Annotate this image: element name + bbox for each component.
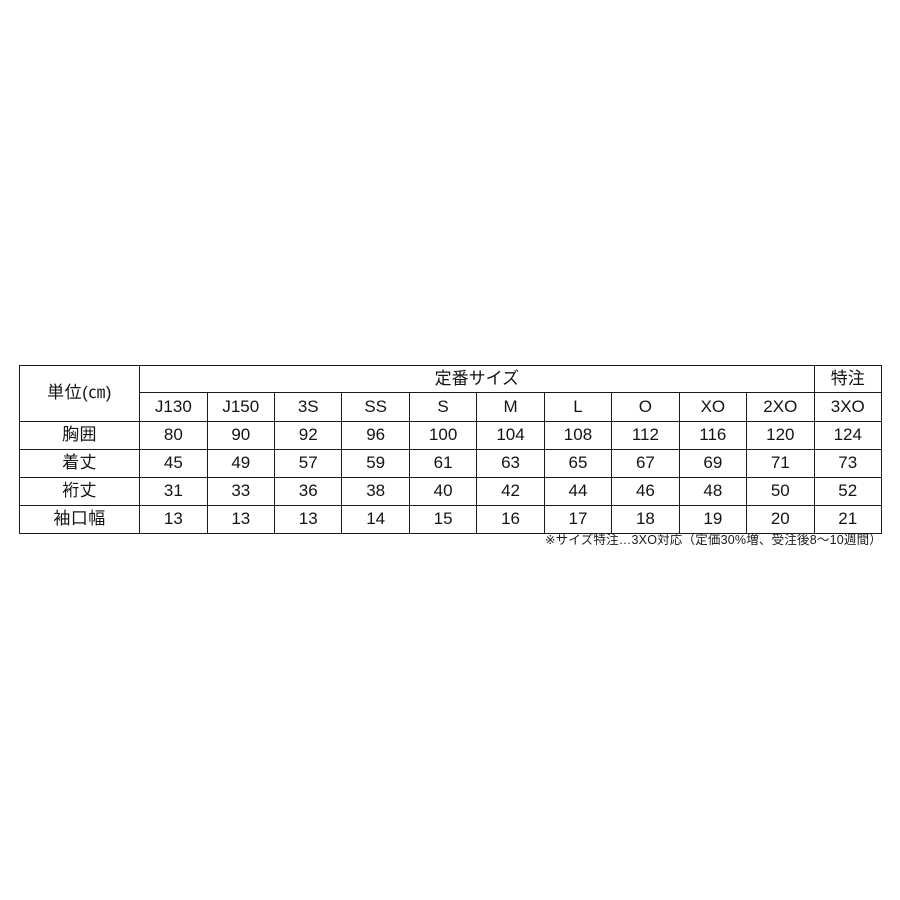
table-row: 袖口幅 13 13 13 14 15 16 17 18 19 20 21 bbox=[18, 505, 883, 534]
cell-cuff-width-l: 17 bbox=[543, 505, 613, 534]
cell-chest-xo: 116 bbox=[678, 421, 748, 450]
cell-length-j130: 45 bbox=[139, 449, 208, 478]
cell-cuff-width-2xo: 20 bbox=[746, 505, 815, 534]
table-row: 裄丈 31 33 36 38 40 42 44 46 48 50 52 bbox=[18, 477, 883, 506]
cell-length-ss: 59 bbox=[341, 449, 410, 478]
cell-chest-2xo: 120 bbox=[746, 421, 815, 450]
cell-length-3s: 57 bbox=[273, 449, 343, 478]
cell-chest-m: 104 bbox=[476, 421, 545, 450]
cell-length-xo: 69 bbox=[678, 449, 748, 478]
cell-length-m: 63 bbox=[476, 449, 545, 478]
size-header-j150: J150 bbox=[206, 392, 276, 422]
size-chart: 単位(㎝) 定番サイズ 特注 J130 J150 3S SS S M L O X… bbox=[18, 365, 883, 534]
size-header-m: M bbox=[476, 392, 545, 422]
cell-sleeve-span-2xo: 50 bbox=[746, 477, 815, 506]
cell-sleeve-span-l: 44 bbox=[543, 477, 613, 506]
row-label-chest: 胸囲 bbox=[18, 421, 141, 450]
cell-sleeve-span-s: 40 bbox=[408, 477, 478, 506]
cell-sleeve-span-xo: 48 bbox=[678, 477, 748, 506]
cell-chest-s: 100 bbox=[408, 421, 478, 450]
cell-sleeve-span-j150: 33 bbox=[206, 477, 276, 506]
cell-sleeve-span-3s: 36 bbox=[273, 477, 343, 506]
row-label-sleeve-span: 裄丈 bbox=[18, 477, 141, 506]
cell-length-s: 61 bbox=[408, 449, 478, 478]
size-header-ss: SS bbox=[341, 392, 410, 422]
cell-chest-j150: 90 bbox=[206, 421, 276, 450]
row-label-length: 着丈 bbox=[18, 449, 141, 478]
table-row: 胸囲 80 90 92 96 100 104 108 112 116 120 1… bbox=[18, 421, 883, 450]
size-header-3s: 3S bbox=[273, 392, 343, 422]
table-row: 着丈 45 49 57 59 61 63 65 67 69 71 73 bbox=[18, 449, 883, 478]
cell-cuff-width-o: 18 bbox=[611, 505, 680, 534]
cell-cuff-width-3xo: 21 bbox=[813, 505, 883, 534]
cell-chest-o: 112 bbox=[611, 421, 680, 450]
cell-cuff-width-ss: 14 bbox=[341, 505, 410, 534]
cell-length-2xo: 71 bbox=[746, 449, 815, 478]
cell-length-l: 65 bbox=[543, 449, 613, 478]
cell-length-j150: 49 bbox=[206, 449, 276, 478]
group-header-special-label: 特注 bbox=[830, 368, 865, 388]
cell-cuff-width-s: 15 bbox=[408, 505, 478, 534]
unit-header-cell: 単位(㎝) bbox=[18, 365, 141, 422]
table-body: 胸囲 80 90 92 96 100 104 108 112 116 120 1… bbox=[18, 421, 883, 534]
size-header-s: S bbox=[408, 392, 478, 422]
cell-chest-ss: 96 bbox=[341, 421, 410, 450]
cell-cuff-width-m: 16 bbox=[476, 505, 545, 534]
size-table: 単位(㎝) 定番サイズ 特注 J130 J150 3S SS S M L O X… bbox=[18, 365, 883, 534]
group-header-standard-label: 定番サイズ bbox=[434, 368, 520, 388]
cell-cuff-width-3s: 13 bbox=[273, 505, 343, 534]
unit-header-label: 単位(㎝) bbox=[47, 383, 112, 403]
size-header-j130: J130 bbox=[139, 392, 208, 422]
footnote-text: ※サイズ特注…3XO対応（定価30%増、受注後8〜10週間） bbox=[545, 533, 882, 547]
cell-chest-j130: 80 bbox=[139, 421, 208, 450]
cell-sleeve-span-m: 42 bbox=[476, 477, 545, 506]
cell-sleeve-span-o: 46 bbox=[611, 477, 680, 506]
group-header-standard: 定番サイズ bbox=[139, 365, 815, 393]
cell-chest-l: 108 bbox=[543, 421, 613, 450]
size-header-2xo: 2XO bbox=[746, 392, 815, 422]
cell-chest-3s: 92 bbox=[273, 421, 343, 450]
cell-length-o: 67 bbox=[611, 449, 680, 478]
row-label-cuff-width: 袖口幅 bbox=[18, 505, 141, 534]
size-header-3xo: 3XO bbox=[813, 392, 883, 422]
group-header-special: 特注 bbox=[813, 365, 883, 393]
cell-cuff-width-j150: 13 bbox=[206, 505, 276, 534]
cell-cuff-width-xo: 19 bbox=[678, 505, 748, 534]
cell-sleeve-span-ss: 38 bbox=[341, 477, 410, 506]
size-header-l: L bbox=[543, 392, 613, 422]
cell-sleeve-span-3xo: 52 bbox=[813, 477, 883, 506]
size-header-o: O bbox=[611, 392, 680, 422]
size-name-row: J130 J150 3S SS S M L O XO 2XO 3XO bbox=[20, 392, 883, 422]
group-header-row: 単位(㎝) 定番サイズ 特注 bbox=[18, 365, 883, 422]
table-head: 単位(㎝) 定番サイズ 特注 J130 J150 3S SS S M L O X… bbox=[18, 365, 883, 422]
cell-sleeve-span-j130: 31 bbox=[139, 477, 208, 506]
size-header-xo: XO bbox=[678, 392, 748, 422]
cell-chest-3xo: 124 bbox=[813, 421, 883, 450]
cell-length-3xo: 73 bbox=[813, 449, 883, 478]
